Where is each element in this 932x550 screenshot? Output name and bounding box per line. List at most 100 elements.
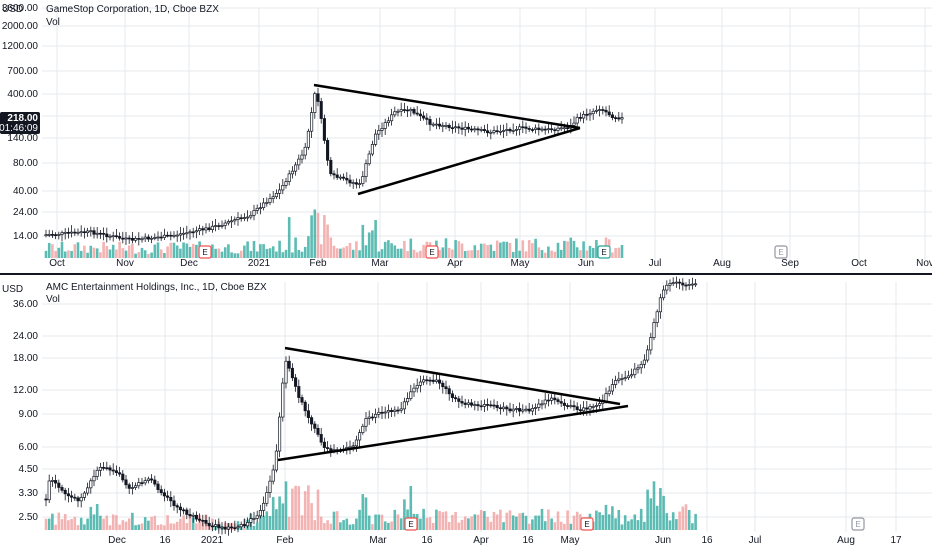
bot-volume-bar bbox=[262, 515, 265, 530]
top-volume-bar bbox=[275, 251, 278, 258]
top-volume-bar bbox=[367, 232, 371, 258]
bot-candle-body bbox=[156, 483, 160, 490]
bot-volume-bar bbox=[617, 509, 621, 530]
top-candle-body bbox=[290, 170, 294, 175]
bot-candle-body bbox=[137, 482, 141, 487]
top-candle-body bbox=[134, 238, 138, 241]
top-volume-bar bbox=[268, 248, 272, 258]
top-candle-body bbox=[73, 231, 77, 234]
top-volume-bar bbox=[243, 245, 246, 258]
top-triangle-upper-line[interactable] bbox=[313, 83, 581, 130]
bot-candle-body bbox=[466, 402, 470, 405]
top-volume-bar bbox=[387, 240, 390, 258]
bot-candle-body bbox=[86, 487, 90, 494]
top-candle-body bbox=[226, 221, 230, 224]
top-triangle-pattern[interactable] bbox=[313, 83, 581, 196]
bot-volume-bar bbox=[86, 518, 89, 530]
bot-candle-body bbox=[380, 411, 384, 414]
bot-triangle-lower-line[interactable] bbox=[277, 404, 629, 462]
bot-triangle-upper-line[interactable] bbox=[284, 346, 621, 406]
bottom-time-axis[interactable]: Dec 16 2021 Feb Mar 16 Apr 16 May Jun 16 Jul Aug 17 bbox=[108, 535, 902, 546]
bot-candle-body bbox=[540, 403, 544, 406]
bot-volume-bar bbox=[92, 514, 96, 530]
top-candle-body bbox=[114, 235, 118, 238]
bot-candle-body bbox=[354, 439, 358, 447]
top-candle-body bbox=[348, 179, 352, 184]
bot-candle-body bbox=[658, 297, 662, 313]
bot-candle-body bbox=[588, 406, 592, 410]
bot-volume-bar bbox=[111, 514, 115, 530]
top-volume-bar bbox=[265, 249, 269, 258]
bot-volume-bar bbox=[531, 519, 534, 530]
bot-volume-bar bbox=[377, 514, 381, 530]
top-candle-body bbox=[380, 128, 384, 131]
bot-candle-body bbox=[207, 522, 211, 527]
bot-volume-bar bbox=[351, 524, 355, 530]
bot-candle-body bbox=[537, 403, 541, 408]
top-volume-bar bbox=[495, 240, 499, 258]
top-triangle-lower-line[interactable] bbox=[357, 126, 581, 196]
top-earnings-marker[interactable]: E bbox=[425, 245, 439, 259]
bot-candle-body bbox=[374, 413, 378, 418]
top-candle-body bbox=[553, 129, 557, 132]
bot-earnings-marker[interactable]: E bbox=[580, 517, 594, 531]
top-y-tick-label: 2000.00 bbox=[2, 21, 39, 32]
top-volume-bar bbox=[259, 244, 262, 258]
bot-earnings-marker[interactable]: E bbox=[404, 517, 418, 531]
top-earnings-marker[interactable]: E bbox=[597, 245, 611, 259]
bot-candle-body bbox=[66, 493, 70, 497]
top-earnings-marker[interactable]: E bbox=[774, 245, 788, 259]
bot-volume-bar bbox=[185, 523, 189, 530]
top-candle-body bbox=[409, 108, 413, 112]
bot-volume-bar bbox=[479, 510, 483, 530]
top-candle-body bbox=[319, 101, 323, 119]
top-volume-bar bbox=[281, 252, 285, 258]
bot-candle-body bbox=[521, 409, 525, 412]
top-candle-body bbox=[338, 176, 342, 179]
bot-candle-body bbox=[386, 410, 390, 413]
top-volume-bar bbox=[252, 241, 256, 258]
bot-volume-bar bbox=[643, 521, 646, 530]
bottom-price-axis[interactable]: 36.00 24.00 18.00 12.00 9.00 6.00 4.50 3.30 2.50 bbox=[13, 299, 38, 523]
bot-volume-bar bbox=[547, 509, 550, 530]
top-volume-bar bbox=[483, 243, 486, 258]
bot-volume-bar bbox=[393, 509, 397, 530]
bot-candle-body bbox=[284, 360, 288, 384]
bot-volume-bar bbox=[428, 517, 432, 530]
bot-candle-body bbox=[543, 399, 547, 405]
top-candle-body bbox=[303, 146, 307, 156]
bot-earnings-marker[interactable]: E bbox=[851, 517, 865, 531]
top-candle-body bbox=[479, 129, 483, 131]
top-candle-body bbox=[175, 234, 179, 237]
bot-candle-body bbox=[175, 505, 179, 508]
top-candle-body bbox=[108, 235, 112, 238]
top-candle-body bbox=[438, 123, 442, 127]
bot-candle-body bbox=[214, 524, 218, 527]
top-chart-title: GameStop Corporation, 1D, Cboe BZX bbox=[46, 4, 219, 15]
top-volume-bar bbox=[460, 243, 464, 258]
bot-candle-body bbox=[252, 517, 256, 520]
bot-volume-bar bbox=[492, 511, 496, 530]
top-volume-bar bbox=[294, 237, 297, 258]
bot-volume-bar bbox=[303, 491, 307, 530]
top-x-tick-label: Mar bbox=[371, 258, 389, 269]
top-candle-body bbox=[345, 177, 349, 181]
top-candle-body bbox=[118, 236, 122, 239]
top-volume-bar bbox=[54, 250, 57, 258]
bot-candle-body bbox=[620, 378, 624, 380]
top-candle-body bbox=[86, 230, 90, 234]
top-time-axis[interactable]: Oct Nov Dec 2021 Feb Mar Apr May Jun Jul Aug Sep Oct… bbox=[49, 258, 932, 269]
top-volume-bar bbox=[140, 247, 144, 258]
bot-candle-body bbox=[559, 401, 563, 404]
top-x-tick-label: Oct bbox=[851, 258, 867, 269]
bot-volume-bar bbox=[143, 517, 147, 530]
bot-volume-bar bbox=[271, 497, 275, 530]
top-earnings-marker[interactable]: E bbox=[198, 245, 212, 259]
top-candle-body bbox=[316, 93, 320, 102]
bot-candle-body bbox=[274, 450, 278, 471]
bot-volume-bar bbox=[60, 519, 64, 530]
bot-candle-body bbox=[566, 405, 570, 407]
bottom-triangle-pattern[interactable] bbox=[277, 346, 629, 462]
top-volume-bar bbox=[310, 215, 313, 258]
